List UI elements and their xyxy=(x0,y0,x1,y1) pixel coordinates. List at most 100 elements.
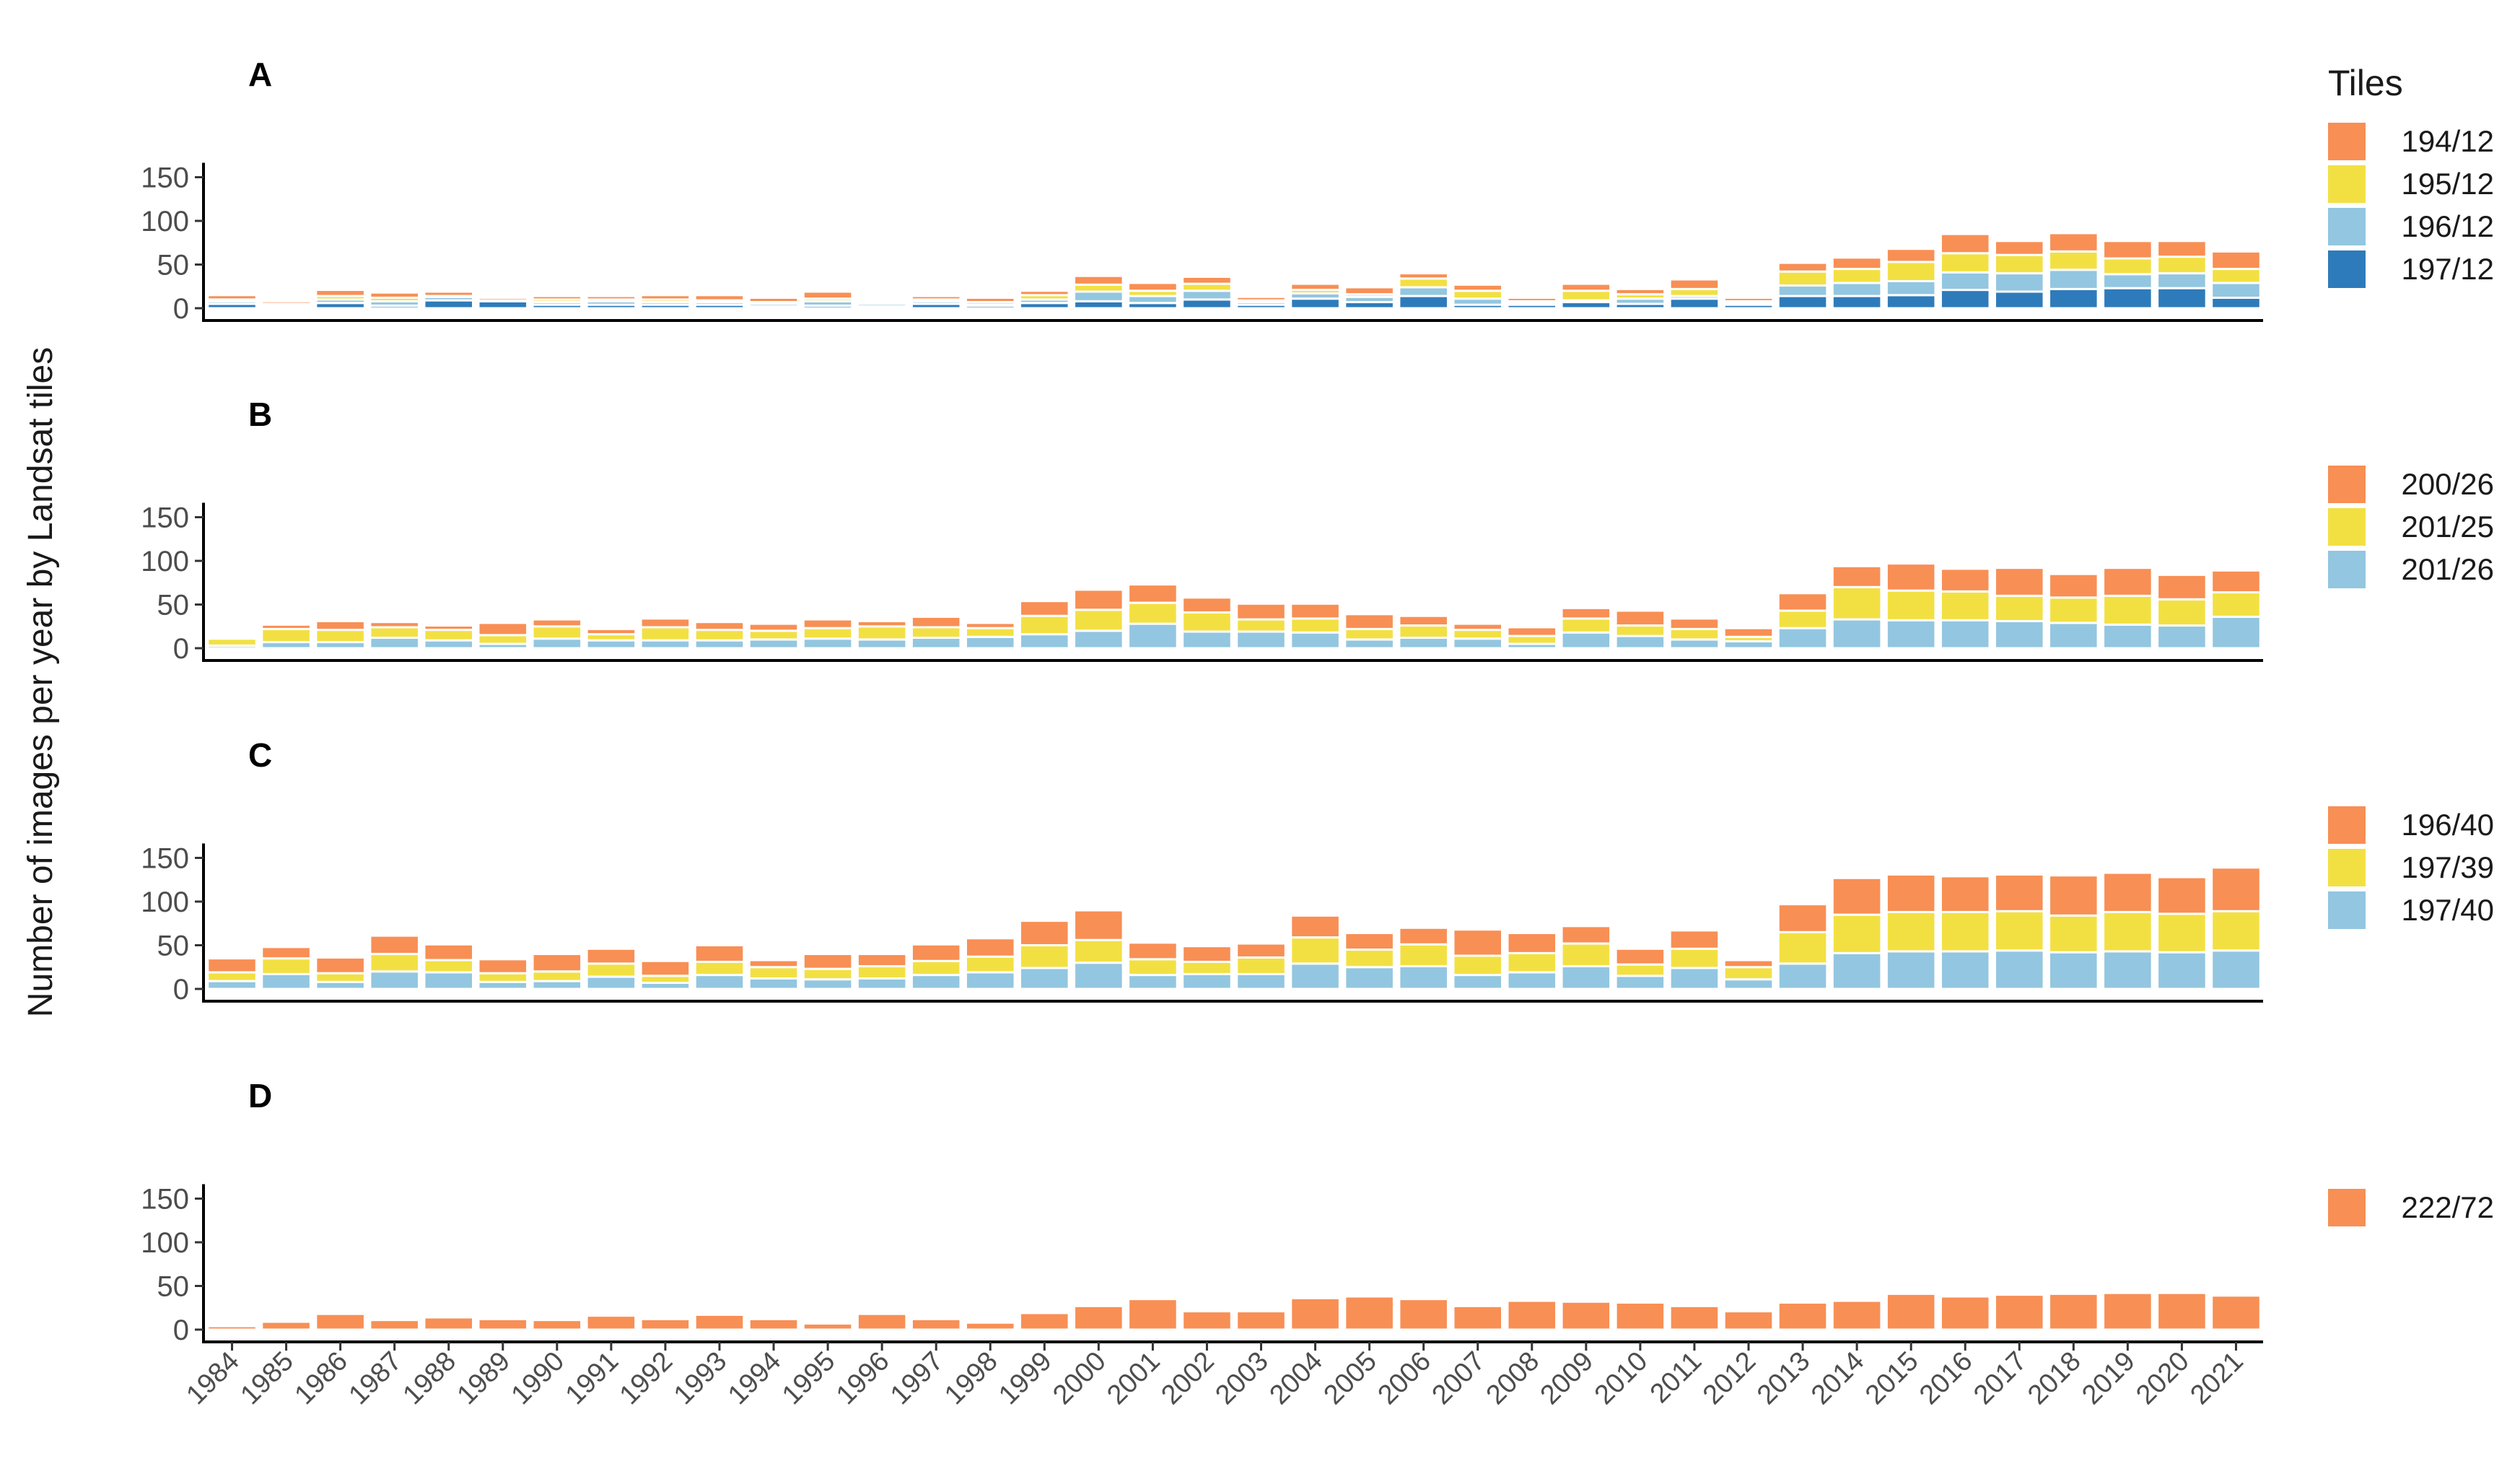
legend-label: 222/72 xyxy=(2402,1190,2494,1224)
bar-segment-222-72-2004 xyxy=(1290,1296,1341,1331)
bar-segment-197-12-2019 xyxy=(2102,287,2153,310)
bar-segment-201-25-1998 xyxy=(964,627,1016,638)
bar-segment-201-26-1993 xyxy=(694,639,745,650)
y-tick-label: 0 xyxy=(173,974,189,1006)
bar-segment-194-12-1995 xyxy=(802,290,854,300)
bar-segment-197-40-1985 xyxy=(261,972,312,990)
bar-segment-200-26-2014 xyxy=(1831,564,1883,588)
bar-segment-196-40-2019 xyxy=(2102,871,2153,914)
bar-segment-195-12-2017 xyxy=(1993,253,2045,275)
bar-segment-197-40-2004 xyxy=(1290,962,1341,990)
bar-segment-194-12-2009 xyxy=(1560,282,1612,292)
bar-segment-222-72-2013 xyxy=(1777,1301,1829,1331)
bar-segment-197-40-2008 xyxy=(1506,971,1558,990)
bar-segment-200-26-2012 xyxy=(1723,627,1775,638)
legend-label: 201/25 xyxy=(2402,510,2494,544)
bar-segment-200-26-2019 xyxy=(2102,567,2153,597)
panel-label: B xyxy=(248,396,272,433)
bar-segment-196-40-1993 xyxy=(694,944,745,963)
bar-segment-201-26-2002 xyxy=(1181,630,1233,650)
bar-segment-196-12-2000 xyxy=(1073,290,1124,302)
bar-segment-197-39-1991 xyxy=(585,962,637,978)
y-tick-label: 150 xyxy=(141,1184,189,1216)
bar-segment-196-40-2005 xyxy=(1344,932,1395,951)
bar-segment-201-26-2004 xyxy=(1290,631,1341,650)
bar-segment-197-39-1990 xyxy=(531,970,583,982)
bar-segment-194-12-2010 xyxy=(1614,287,1666,296)
bar-segment-200-26-2020 xyxy=(2156,573,2208,601)
bar-segment-197-40-1984 xyxy=(206,980,258,990)
bar-segment-197-40-2013 xyxy=(1777,962,1829,990)
bar-segment-201-26-2016 xyxy=(1939,619,1991,650)
legend-swatch xyxy=(2328,508,2366,546)
bar-segment-222-72-1989 xyxy=(477,1317,529,1331)
bar-segment-201-25-2017 xyxy=(1993,594,2045,622)
bar-segment-222-72-2014 xyxy=(1831,1299,1883,1331)
legend-label: 197/40 xyxy=(2402,893,2494,927)
bar-segment-200-26-2015 xyxy=(1885,562,1937,592)
bar-segment-200-26-1986 xyxy=(315,619,366,632)
bar-segment-197-39-1994 xyxy=(748,966,800,980)
bar-segment-200-26-1989 xyxy=(477,622,529,637)
bar-segment-197-39-2000 xyxy=(1073,938,1124,964)
bar-segment-196-12-2013 xyxy=(1777,284,1829,297)
bar-segment-222-72-1990 xyxy=(531,1319,583,1331)
bar-segment-196-40-2000 xyxy=(1073,909,1124,941)
bar-segment-197-40-2014 xyxy=(1831,951,1883,990)
y-tick-label: 50 xyxy=(157,250,190,282)
bar-segment-196-40-2009 xyxy=(1560,925,1612,945)
bar-segment-196-40-1992 xyxy=(639,959,691,977)
bar-segment-197-40-2002 xyxy=(1181,972,1233,990)
y-tick-label: 150 xyxy=(141,162,189,194)
bar-segment-222-72-2009 xyxy=(1560,1300,1612,1331)
bar-segment-197-39-1986 xyxy=(315,972,366,983)
bar-segment-197-39-1993 xyxy=(694,960,745,977)
bar-segment-194-12-1994 xyxy=(748,296,800,304)
bar-segment-196-40-1987 xyxy=(369,934,420,956)
bar-segment-201-26-1998 xyxy=(964,635,1016,650)
bar-segment-197-40-2010 xyxy=(1614,974,1666,990)
panel-D: 0 50 100 150 D 222/72 xyxy=(141,1077,2494,1346)
bar-segment-194-12-2004 xyxy=(1290,282,1341,292)
bar-segment-194-12-2020 xyxy=(2156,240,2208,258)
bar-segment-201-26-2021 xyxy=(2210,615,2262,650)
bar-segment-197-40-2000 xyxy=(1073,961,1124,990)
bar-segment-201-25-2006 xyxy=(1398,624,1449,639)
bar-segment-197-39-2009 xyxy=(1560,942,1612,968)
bar-segment-222-72-2012 xyxy=(1723,1310,1775,1331)
bar-segment-222-72-2019 xyxy=(2102,1291,2153,1331)
bar-segment-201-25-2011 xyxy=(1668,627,1720,641)
y-tick-label: 150 xyxy=(141,843,189,875)
bar-segment-200-26-1994 xyxy=(748,622,800,632)
bar-segment-200-26-2004 xyxy=(1290,602,1341,620)
y-tick-label: 100 xyxy=(141,1227,189,1259)
bar-segment-201-25-2018 xyxy=(2048,596,2099,624)
bar-segment-197-40-2015 xyxy=(1885,950,1937,990)
legend-swatch xyxy=(2328,806,2366,844)
bar-segment-197-12-2021 xyxy=(2210,296,2262,310)
legend-D: 222/72 xyxy=(2328,1189,2494,1226)
bar-segment-197-40-2001 xyxy=(1127,974,1178,990)
legend-label: 196/12 xyxy=(2402,209,2494,243)
bar-segment-200-26-1991 xyxy=(585,627,637,636)
bar-segment-197-40-1988 xyxy=(423,971,475,990)
bar-segment-197-39-2020 xyxy=(2156,912,2208,954)
bar-segment-222-72-1996 xyxy=(856,1312,908,1331)
bar-segment-222-72-1987 xyxy=(369,1319,420,1331)
bar-segment-201-25-1985 xyxy=(261,627,312,644)
bar-segment-196-40-2018 xyxy=(2048,874,2099,917)
legend-swatch xyxy=(2328,1189,2366,1226)
legend-label: 200/26 xyxy=(2402,467,2494,501)
bar-segment-200-26-2016 xyxy=(1939,567,1991,593)
bar-segment-194-12-1991 xyxy=(585,295,637,301)
bar-segment-194-12-2021 xyxy=(2210,250,2262,271)
bar-segment-201-25-2019 xyxy=(2102,594,2153,626)
bar-segment-201-26-1994 xyxy=(748,638,800,650)
y-axis-title: Number of images per year by Landsat til… xyxy=(22,347,60,1017)
bar-segment-196-40-1998 xyxy=(964,937,1016,958)
bar-segment-222-72-1999 xyxy=(1019,1312,1070,1331)
bar-segment-196-40-2020 xyxy=(2156,876,2208,915)
bar-segment-201-25-2002 xyxy=(1181,611,1233,633)
bar-segment-201-26-1995 xyxy=(802,637,854,650)
bar-segment-194-12-2001 xyxy=(1127,282,1178,292)
